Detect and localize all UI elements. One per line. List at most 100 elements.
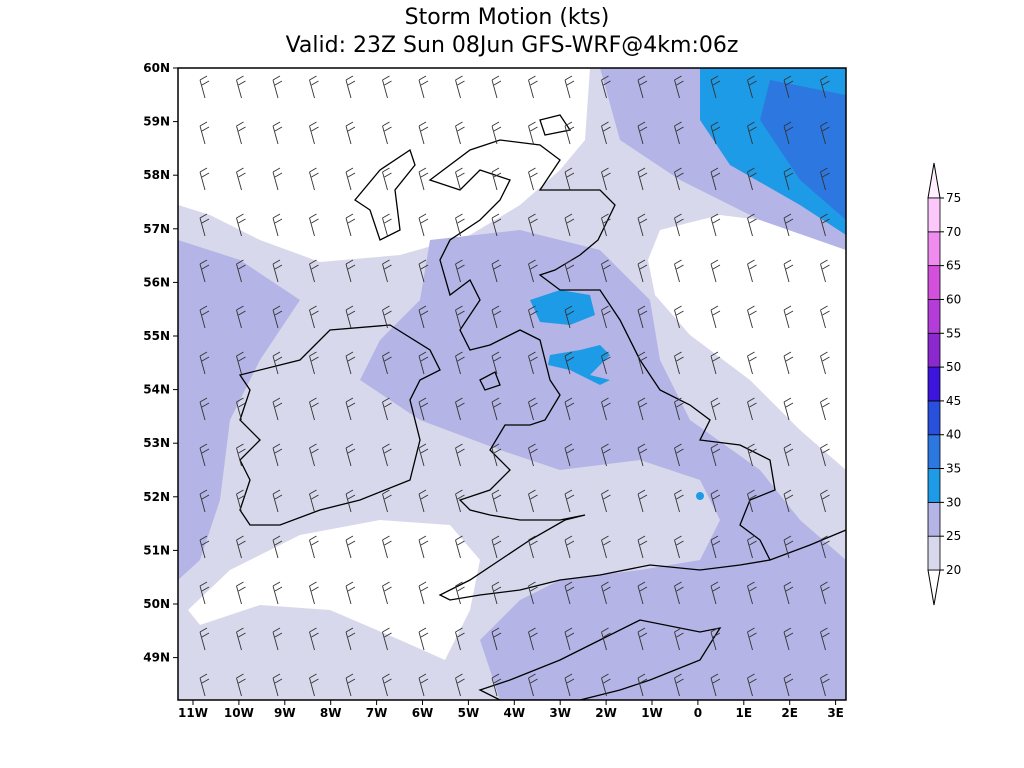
wind-barb bbox=[491, 213, 502, 237]
wind-barb bbox=[857, 490, 866, 512]
wind-barb bbox=[637, 75, 648, 99]
wind-barb bbox=[491, 167, 502, 191]
wind-barb bbox=[309, 397, 319, 421]
wind-barb bbox=[857, 398, 866, 420]
wind-barb bbox=[710, 305, 721, 329]
wind-barb bbox=[236, 121, 246, 145]
wind-barb bbox=[637, 673, 648, 697]
wind-barb bbox=[345, 627, 356, 651]
lon-label: 4W bbox=[504, 706, 526, 720]
wind-barb bbox=[857, 536, 866, 558]
wind-barb bbox=[783, 673, 794, 697]
wind-barb bbox=[491, 121, 502, 145]
wind-barb bbox=[455, 489, 465, 513]
wind-barb bbox=[857, 260, 866, 282]
wind-barb bbox=[601, 397, 611, 421]
wind-barb bbox=[528, 397, 538, 421]
wind-barb bbox=[309, 535, 319, 559]
wind-barb bbox=[674, 397, 684, 421]
wind-barb bbox=[564, 443, 575, 467]
wind-barb bbox=[382, 673, 392, 697]
wind-barb bbox=[820, 167, 830, 191]
map-field bbox=[178, 68, 866, 700]
wind-barb bbox=[783, 167, 794, 191]
colorbar-box bbox=[927, 265, 941, 300]
wind-barb bbox=[601, 489, 611, 513]
wind-barb bbox=[418, 121, 429, 145]
wind-barb bbox=[418, 75, 429, 99]
wind-barb bbox=[747, 351, 757, 375]
wind-barb bbox=[309, 489, 319, 513]
wind-barb bbox=[491, 351, 502, 375]
wind-barb bbox=[637, 489, 648, 513]
lon-label: 5W bbox=[458, 706, 480, 720]
wind-barb bbox=[564, 75, 575, 99]
wind-barb bbox=[710, 75, 721, 99]
wind-barb bbox=[236, 259, 246, 283]
wind-barb bbox=[199, 351, 210, 375]
wind-barb bbox=[491, 535, 502, 559]
wind-barb bbox=[418, 581, 429, 605]
lon-label: 11W bbox=[178, 706, 208, 720]
colorbar-box bbox=[927, 434, 941, 469]
wind-barb bbox=[236, 627, 246, 651]
wind-barb bbox=[382, 75, 392, 99]
axes: 60N 59N 58N 57N 56N 55N 54N 53N 52N 51N 50N 49N 11W 1… bbox=[143, 61, 844, 720]
wind-barb bbox=[857, 582, 866, 604]
wind-barb bbox=[674, 581, 684, 605]
wind-barb bbox=[345, 121, 356, 145]
wind-barb bbox=[747, 305, 757, 329]
wind-barb bbox=[528, 259, 538, 283]
wind-barb bbox=[491, 673, 502, 697]
wind-barb bbox=[637, 351, 648, 375]
wind-barb bbox=[747, 75, 757, 99]
wind-barb bbox=[710, 627, 721, 651]
wind-barb bbox=[564, 581, 575, 605]
wind-barb bbox=[857, 444, 866, 466]
wind-barb bbox=[674, 627, 684, 651]
wind-barb bbox=[710, 351, 721, 375]
lon-label: 1W bbox=[641, 706, 663, 720]
wind-barb bbox=[272, 121, 283, 145]
wind-barb bbox=[455, 397, 465, 421]
lon-label: 1E bbox=[736, 706, 753, 720]
wind-barb bbox=[710, 673, 721, 697]
wind-barbs bbox=[199, 75, 866, 697]
wind-barb bbox=[783, 75, 794, 99]
wind-barb bbox=[528, 351, 538, 375]
wind-barb bbox=[199, 75, 210, 99]
wind-barb bbox=[674, 351, 684, 375]
wind-barb bbox=[382, 443, 392, 467]
wind-barb bbox=[236, 489, 246, 513]
wind-barb bbox=[820, 673, 830, 697]
wind-barb bbox=[455, 581, 465, 605]
wind-barb bbox=[528, 75, 538, 99]
wind-barb bbox=[272, 489, 283, 513]
wind-barb bbox=[564, 351, 575, 375]
wind-barb bbox=[601, 259, 611, 283]
wind-barb bbox=[783, 581, 794, 605]
colorbar-label: 45 bbox=[946, 394, 961, 408]
wind-barb bbox=[418, 627, 429, 651]
wind-barb bbox=[674, 213, 684, 237]
wind-barb bbox=[345, 673, 356, 697]
lon-label: 3W bbox=[549, 706, 571, 720]
wind-barb bbox=[674, 305, 684, 329]
wind-barb bbox=[528, 305, 538, 329]
wind-barb bbox=[564, 489, 575, 513]
wind-barb bbox=[637, 213, 648, 237]
wind-barb bbox=[783, 397, 794, 421]
wind-barb bbox=[491, 75, 502, 99]
wind-barb bbox=[747, 489, 757, 513]
lat-label: 55N bbox=[143, 329, 170, 343]
wind-barb bbox=[528, 627, 538, 651]
wind-barb bbox=[710, 581, 721, 605]
wind-barb bbox=[601, 305, 611, 329]
wind-barb bbox=[747, 627, 757, 651]
wind-barb bbox=[309, 259, 319, 283]
wind-barb bbox=[272, 535, 283, 559]
wind-barb bbox=[601, 167, 611, 191]
wind-barb bbox=[418, 443, 429, 467]
colorbar-box bbox=[927, 197, 941, 233]
